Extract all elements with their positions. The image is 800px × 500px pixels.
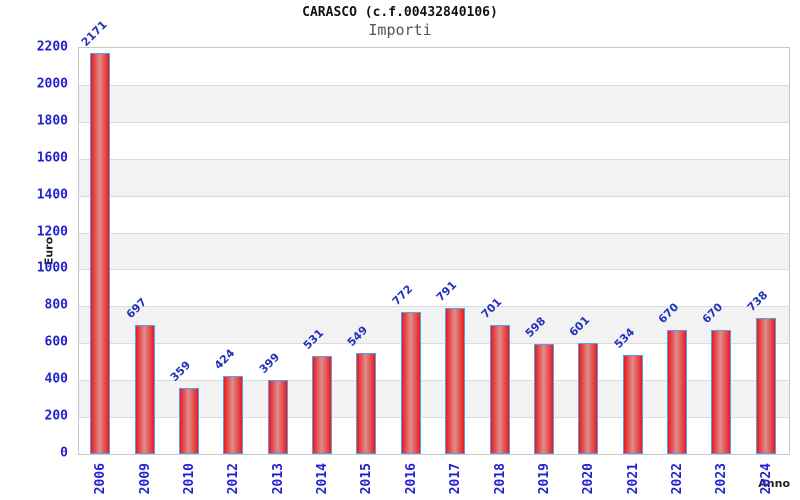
x-tick-label: 2014 — [315, 463, 331, 495]
x-tick-label: 2019 — [536, 463, 552, 495]
bar — [223, 375, 244, 454]
x-tick-label: 2022 — [670, 463, 686, 495]
bar-value-label: 534 — [611, 326, 637, 352]
bar-column: 534 2021 — [611, 48, 656, 494]
bar — [489, 324, 510, 454]
gridline — [79, 195, 789, 197]
x-tick-label: 2009 — [137, 463, 153, 495]
bar-series: 2171 2006 697 2009 359 2010 424 2012 399 2013 531 2… — [79, 19, 789, 494]
bar-column: 424 2012 — [212, 48, 256, 494]
background-band — [79, 121, 789, 159]
bar-column: 549 2015 — [345, 48, 389, 494]
x-tick-label: 2020 — [581, 463, 597, 495]
bar — [356, 352, 377, 454]
plot-area: 2171 2006 697 2009 359 2010 424 2012 399 2013 531 2… — [78, 19, 790, 494]
y-axis-ticks: 0 200 400 600 800 1000 1200 1400 1600 1800 2000 220… — [0, 40, 72, 461]
background-band — [79, 48, 789, 85]
gridline — [79, 121, 789, 123]
bar-column: 598 2019 — [522, 48, 567, 494]
bar — [134, 325, 155, 454]
chart-title: CARASCO (c.f.00432840106) — [302, 5, 498, 20]
gridline — [79, 306, 789, 308]
bar-column: 772 2016 — [389, 48, 434, 494]
bar-column: 791 2017 — [433, 48, 478, 494]
bar-value-label: 701 — [478, 295, 504, 321]
bar — [622, 355, 643, 454]
y-tick-label: 1200 — [36, 224, 68, 240]
x-tick-label: 2024 — [758, 463, 774, 495]
bar-column: 697 2009 — [123, 48, 167, 494]
bar — [533, 343, 554, 454]
gridline — [79, 232, 789, 234]
bar — [178, 387, 199, 454]
bar — [445, 308, 466, 454]
x-tick-label: 2012 — [226, 463, 242, 495]
x-tick-label: 2010 — [181, 463, 197, 495]
background-band — [79, 158, 789, 196]
bar-value-label: 549 — [345, 323, 371, 349]
bar-column: 738 2024 — [744, 48, 789, 494]
bar — [667, 330, 688, 454]
y-tick-label: 200 — [44, 408, 68, 424]
x-tick-label: 2015 — [359, 463, 375, 495]
bar — [90, 53, 111, 454]
x-tick-label: 2017 — [448, 463, 464, 495]
y-tick-label: 400 — [44, 371, 68, 387]
y-tick-label: 2200 — [36, 39, 68, 55]
gridline — [79, 380, 789, 382]
bar — [578, 343, 599, 454]
bar-column: 531 2014 — [300, 48, 345, 494]
bar — [711, 330, 732, 454]
gridline — [79, 158, 789, 160]
bar-column: 2171 2006 — [79, 19, 123, 494]
bar-column: 670 2022 — [655, 48, 700, 494]
bar-value-label: 738 — [744, 288, 771, 314]
bar-column: 701 2018 — [478, 48, 522, 494]
bar-value-label: 601 — [567, 313, 593, 340]
background-band — [79, 195, 789, 233]
background-band — [79, 232, 789, 270]
y-tick-label: 600 — [44, 334, 68, 350]
y-tick-label: 1600 — [36, 150, 68, 166]
bar-value-label: 399 — [256, 350, 282, 377]
bar-value-label: 670 — [655, 300, 682, 327]
x-tick-label: 2023 — [714, 463, 730, 495]
gridline — [79, 343, 789, 345]
bar-value-label: 359 — [167, 358, 194, 384]
bar-value-label: 670 — [700, 300, 726, 327]
y-tick-label: 800 — [44, 297, 68, 313]
background-band — [79, 269, 789, 307]
chart-subtitle: Importi — [368, 21, 432, 39]
x-axis-title: Anno — [758, 477, 790, 490]
bar-value-label: 424 — [212, 346, 238, 372]
bar — [267, 380, 288, 454]
x-tick-label: 2021 — [625, 463, 641, 495]
bar-column: 359 2010 — [167, 48, 212, 494]
x-tick-label: 2018 — [492, 463, 508, 495]
y-tick-label: 1800 — [36, 113, 68, 129]
bar-value-label: 598 — [522, 314, 549, 340]
bar-value-label: 772 — [389, 282, 416, 308]
bar-column: 399 2013 — [256, 48, 301, 494]
x-tick-label: 2006 — [93, 463, 109, 495]
bar-value-label: 531 — [300, 326, 327, 353]
gridline — [79, 269, 789, 271]
bar-value-label: 791 — [433, 278, 460, 305]
bar — [400, 311, 421, 454]
y-tick-label: 2000 — [36, 76, 68, 92]
gridline — [79, 84, 789, 86]
y-tick-label: 1000 — [36, 260, 68, 276]
gridline — [79, 417, 789, 419]
x-tick-label: 2013 — [270, 463, 286, 495]
bar — [755, 317, 776, 454]
x-tick-label: 2016 — [403, 463, 419, 495]
y-tick-label: 1400 — [36, 187, 68, 203]
background-band — [79, 84, 789, 122]
bar-column: 670 2023 — [700, 48, 744, 494]
bar-value-label: 697 — [123, 295, 149, 322]
bar — [312, 356, 333, 454]
y-tick-label: 0 — [60, 445, 68, 461]
bar-column: 601 2020 — [567, 48, 611, 494]
